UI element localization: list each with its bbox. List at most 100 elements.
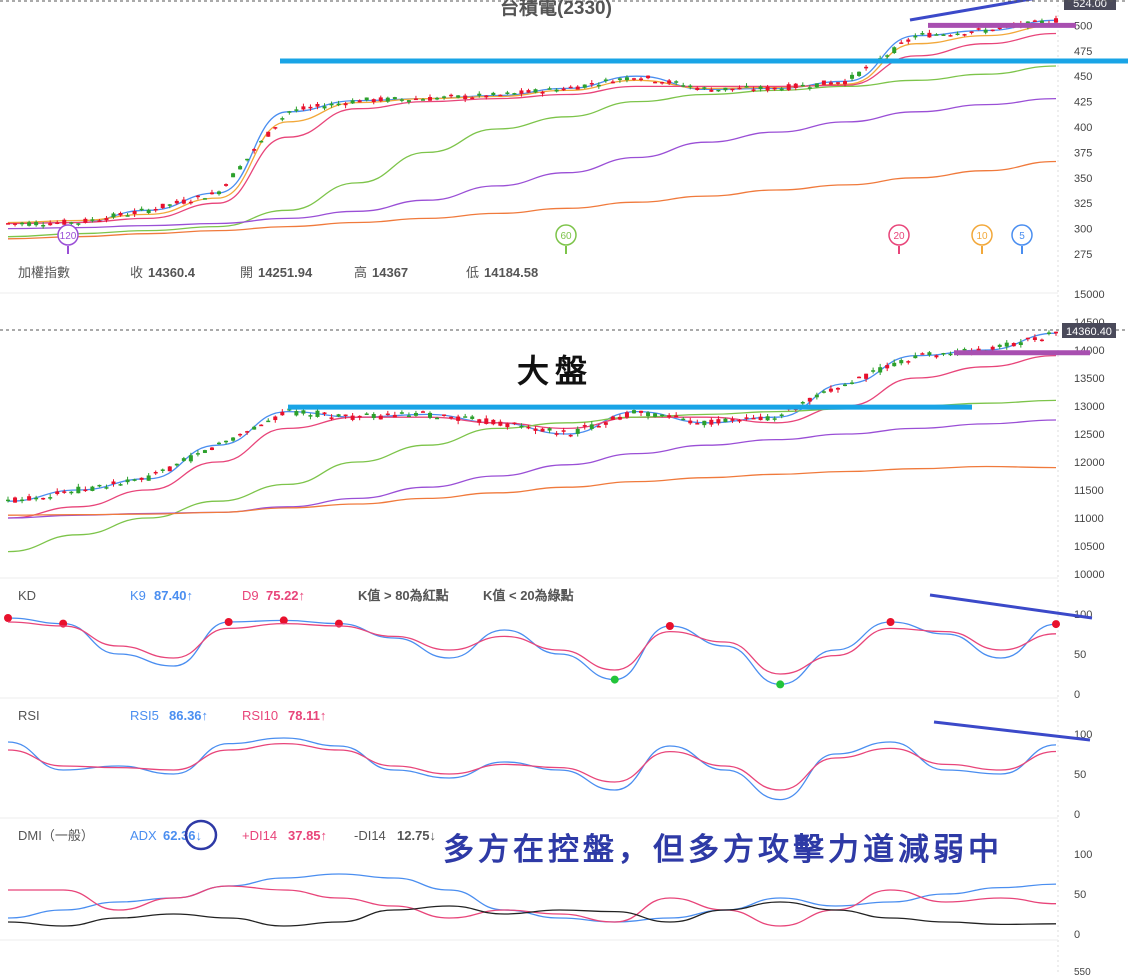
high-label: 高 xyxy=(354,265,367,280)
index-candle-body xyxy=(681,418,686,421)
stock-candle-body xyxy=(660,82,665,84)
open-value: 14251.94 xyxy=(258,265,313,280)
index-candle-body xyxy=(828,388,833,392)
stock-candle-body xyxy=(329,103,334,106)
index-candle-body xyxy=(217,442,222,445)
stock-candle-body xyxy=(631,78,636,80)
stock-candle-body xyxy=(758,86,763,90)
stock-candle-body xyxy=(104,218,109,221)
index-candle-body xyxy=(835,387,840,390)
stock-candle-body xyxy=(62,219,67,225)
index-candle-body xyxy=(976,348,981,351)
stock-candle-body xyxy=(273,127,278,129)
stock-candle-body xyxy=(477,93,482,96)
stock-candle-body xyxy=(653,81,658,84)
stock-candle-body xyxy=(125,215,130,217)
index-candle-body xyxy=(906,361,911,363)
stock-candle-body xyxy=(294,109,299,111)
index-candle-body xyxy=(385,413,390,416)
index-candle-body xyxy=(104,487,109,489)
index-candle-body xyxy=(821,391,826,393)
rsi-series-0-line xyxy=(7,737,1057,801)
ma-badge-label-20: 20 xyxy=(893,231,905,242)
kd-y-tick-1: 50 xyxy=(1074,649,1086,661)
stock-candle-body xyxy=(413,98,418,101)
stock-candle-body xyxy=(617,78,622,80)
stock-candle-body xyxy=(505,92,510,94)
index-candle-body xyxy=(631,410,636,414)
stock-candle-body xyxy=(378,97,383,102)
rsi-series-1-line xyxy=(7,742,1057,791)
stock-candle-body xyxy=(224,184,229,186)
kd-series-1-line xyxy=(7,621,1057,675)
index-candle-body xyxy=(779,414,784,416)
stock-candle-body xyxy=(765,86,770,91)
rsi-divergence-mark xyxy=(933,720,1091,742)
stock-candle-body xyxy=(90,219,95,221)
stock-y-tick-9: 275 xyxy=(1074,249,1092,261)
index-candle-body xyxy=(603,422,608,425)
stock-candle-body xyxy=(1039,20,1044,24)
dmi-y-tick-1: 50 xyxy=(1074,889,1086,901)
stock-candle-body xyxy=(976,28,981,30)
index-candle-body xyxy=(688,420,693,424)
index-candle-body xyxy=(624,412,629,418)
stock-candle-body xyxy=(624,77,629,81)
stock-candle-body xyxy=(533,89,538,93)
index-candle-body xyxy=(941,353,946,355)
pdi-value: 37.85↑ xyxy=(288,828,327,843)
index-candle-body xyxy=(76,486,81,494)
stock-candle-body xyxy=(589,83,594,85)
stock-candle-body xyxy=(139,208,144,211)
stock-trend-mark xyxy=(909,0,1035,22)
annotation-text: 多方在控盤，但多方攻擊力道減弱中 xyxy=(443,832,1003,868)
stock-candle-body xyxy=(428,97,433,101)
index-candle-body xyxy=(413,412,418,416)
index-candle-body xyxy=(540,428,545,432)
index-candle-body xyxy=(266,420,271,423)
open-label: 開 xyxy=(240,265,253,280)
close-label: 收 xyxy=(130,265,143,280)
stock-candle-body xyxy=(1054,18,1058,23)
rsi10-label: RSI10 xyxy=(242,708,278,723)
stock-candle-body xyxy=(927,32,932,38)
index-candle-body xyxy=(519,425,524,428)
stock-ma-240-line xyxy=(7,160,1057,240)
kd-red-dot xyxy=(665,622,674,630)
ma-badge-10 xyxy=(971,224,993,246)
stock-candle-body xyxy=(484,95,489,98)
stock-candle-body xyxy=(857,71,862,76)
stock-candle-body xyxy=(217,191,222,195)
stock-candle-body xyxy=(336,103,341,106)
stock-candle-body xyxy=(399,99,404,101)
ma-badge-20 xyxy=(888,224,910,246)
stock-candle-body xyxy=(512,93,517,95)
stock-candle-body xyxy=(456,95,461,98)
stock-candle-body xyxy=(793,83,798,89)
stock-candle-body xyxy=(55,222,60,224)
index-candle-body xyxy=(111,481,116,484)
stock-candle-body xyxy=(6,223,10,225)
index-y-tick-6: 12000 xyxy=(1074,457,1105,469)
index-candle-body xyxy=(582,425,587,427)
rsi-name: RSI xyxy=(18,708,40,723)
index-candle-body xyxy=(758,416,763,421)
stock-candle-body xyxy=(435,97,440,100)
index-candle-body xyxy=(885,365,890,369)
stock-candle-body xyxy=(821,80,826,85)
index-candle-body xyxy=(646,412,651,417)
stock-candle-body xyxy=(639,78,644,80)
stock-candle-body xyxy=(744,85,749,88)
stock-ma-60-line xyxy=(7,65,1057,238)
stock-candle-body xyxy=(449,94,454,97)
index-candle-body xyxy=(470,416,475,419)
index-candle-body xyxy=(512,422,517,425)
stock-candle-body xyxy=(97,220,102,222)
low-value: 14184.58 xyxy=(484,265,538,280)
stock-candle-body xyxy=(83,218,88,223)
stock-candle-body xyxy=(392,97,397,100)
stock-candle-body xyxy=(540,91,545,94)
index-candle-body xyxy=(41,497,46,500)
index-candle-body xyxy=(807,397,812,402)
